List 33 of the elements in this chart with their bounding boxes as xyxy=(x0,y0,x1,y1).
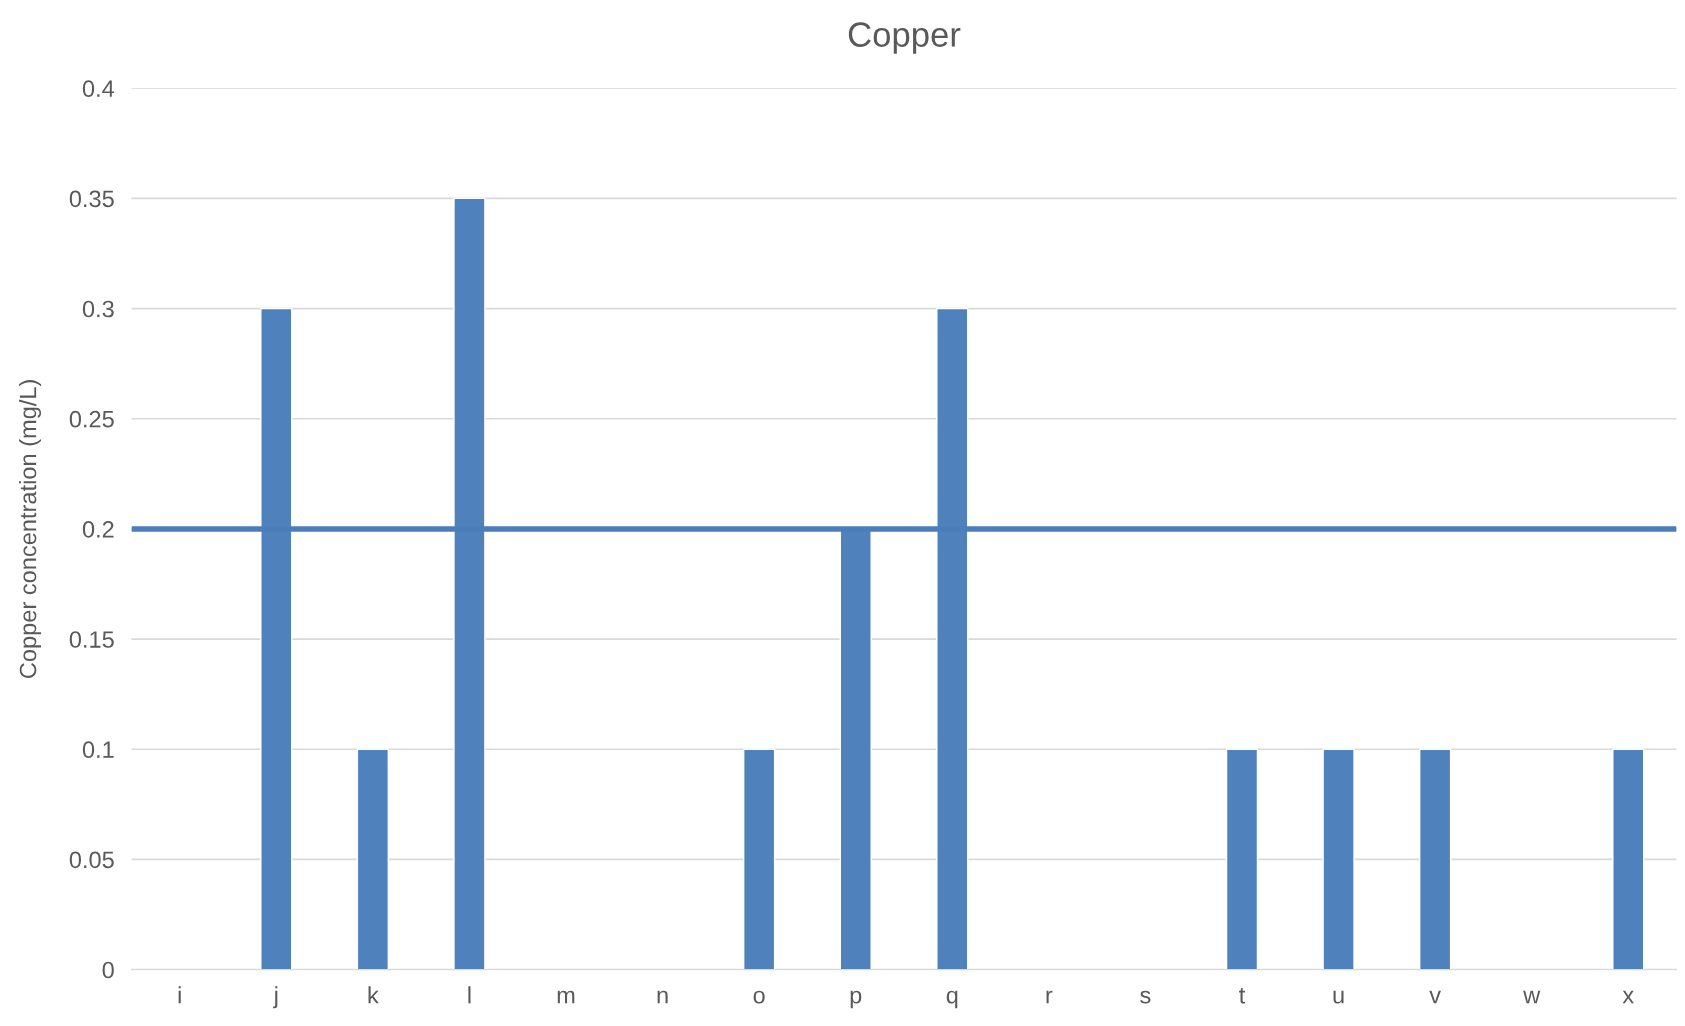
y-tick-label: 0.35 xyxy=(69,190,114,208)
y-tick-label: 0 xyxy=(102,961,114,979)
x-tick-label: s xyxy=(1140,990,1151,1004)
x-tick-label: k xyxy=(368,986,379,1004)
y-tick-label: 0.1 xyxy=(82,741,114,759)
y-tick-label: 0.3 xyxy=(82,300,114,318)
bar xyxy=(1322,748,1355,970)
y-tick-label: 0.15 xyxy=(69,631,114,648)
bar xyxy=(742,748,776,970)
x-tick-label: n xyxy=(657,990,668,1004)
bar xyxy=(1612,748,1645,970)
x-tick-label: i xyxy=(178,986,181,1004)
chart-title: Copper xyxy=(848,22,961,54)
y-tick-label: 0.25 xyxy=(69,410,114,428)
x-tick-label: u xyxy=(1333,990,1344,1004)
x-tick-label: q xyxy=(946,990,958,1009)
x-tick-label: v xyxy=(1429,990,1441,1004)
x-tick-label: m xyxy=(557,990,575,1004)
x-tick-label: x xyxy=(1622,990,1634,1004)
y-tick-label: 0.4 xyxy=(82,80,115,98)
x-tick-label: t xyxy=(1239,988,1246,1004)
bar xyxy=(1225,748,1259,970)
bar xyxy=(356,748,390,970)
y-tick-label: 0.05 xyxy=(69,851,114,869)
x-tick-label: p xyxy=(850,990,862,1009)
x-tick-label: r xyxy=(1046,990,1053,1004)
x-tick-label: j xyxy=(273,986,278,1009)
y-tick-label: 0.2 xyxy=(82,520,114,538)
x-tick-label: w xyxy=(1523,990,1541,1004)
x-tick-label: l xyxy=(468,986,471,1004)
bar xyxy=(1418,748,1452,970)
y-axis-title: Copper concentration (mg/L) xyxy=(19,380,42,678)
x-tick-label: o xyxy=(753,990,765,1004)
